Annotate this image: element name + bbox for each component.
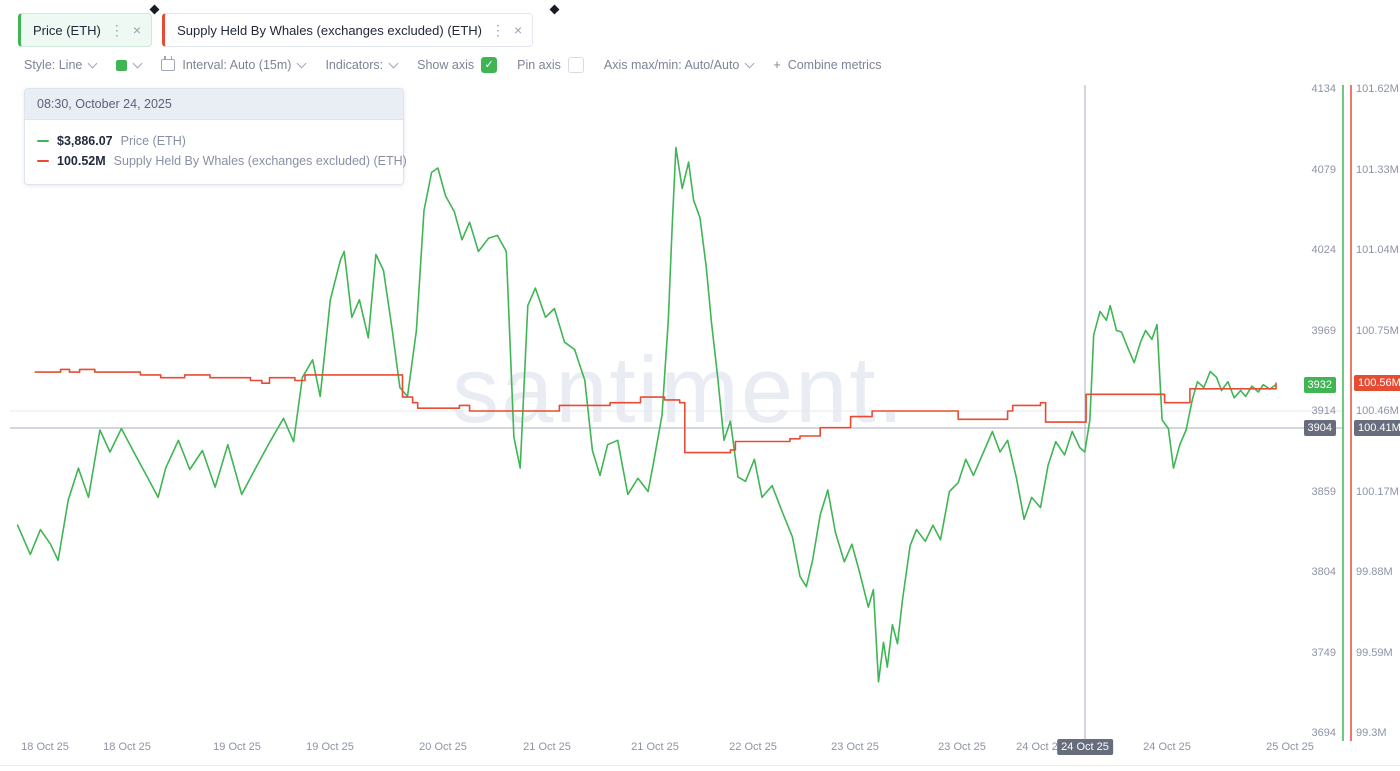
- chart-toolbar: Style: Line Interval: Auto (15m) Indicat…: [24, 56, 881, 73]
- indicators-dropdown[interactable]: Indicators:: [325, 58, 399, 72]
- tooltip-supply-label: Supply Held By Whales (exchanges exclude…: [113, 154, 407, 168]
- plus-icon: +: [773, 58, 781, 72]
- tab-menu-icon[interactable]: ⋮: [109, 22, 124, 38]
- check-icon: ✓: [484, 58, 494, 71]
- pin-axis-checkbox[interactable]: [567, 57, 584, 73]
- pin-axis-toggle[interactable]: Pin axis: [517, 57, 584, 73]
- style-dropdown[interactable]: Style: Line: [24, 58, 98, 72]
- tab-price-label: Price (ETH): [33, 22, 101, 38]
- bottom-divider: [0, 765, 1400, 766]
- tab-menu-icon[interactable]: ⋮: [491, 22, 505, 38]
- interval-icon: [161, 56, 176, 71]
- tooltip-price-label: Price (ETH): [120, 134, 186, 148]
- chevron-down-icon: [388, 58, 399, 68]
- chart-tooltip: 08:30, October 24, 2025 $3,886.07 Price …: [24, 88, 407, 185]
- combine-metrics-button[interactable]: + Combine metrics: [773, 58, 881, 72]
- tab-close-icon[interactable]: ×: [132, 22, 142, 38]
- interval-dropdown[interactable]: Interval: Auto (15m): [161, 56, 307, 72]
- supply-series-dash-icon: [37, 159, 49, 163]
- tab-supply-whales[interactable]: Supply Held By Whales (exchanges exclude…: [162, 13, 534, 47]
- pin-axis-label: Pin axis: [517, 58, 561, 72]
- chevron-down-icon: [87, 58, 98, 68]
- metric-tabs: Price (ETH) ⋮ × Supply Held By Whales (e…: [18, 13, 534, 47]
- watermark: santiment.: [452, 337, 906, 442]
- combine-metrics-label: Combine metrics: [787, 58, 882, 72]
- supply-line-series: [34, 368, 1277, 454]
- show-axis-label: Show axis: [417, 58, 475, 72]
- tab-supply-label: Supply Held By Whales (exchanges exclude…: [177, 22, 482, 38]
- color-swatch-dropdown[interactable]: [116, 58, 143, 71]
- axis-maxmin-dropdown[interactable]: Axis max/min: Auto/Auto: [603, 58, 755, 72]
- tooltip-price-value: $3,886.07: [57, 134, 113, 148]
- tab-price-eth[interactable]: Price (ETH) ⋮ ×: [18, 13, 153, 47]
- series-color-swatch[interactable]: [116, 59, 128, 71]
- interval-label: Interval: Auto (15m): [182, 58, 292, 72]
- tooltip-supply-value: 100.52M: [57, 154, 106, 168]
- chevron-down-icon: [744, 58, 755, 68]
- chevron-down-icon: [297, 58, 307, 68]
- tooltip-timestamp: 08:30, October 24, 2025: [25, 89, 403, 120]
- tooltip-row-price: $3,886.07 Price (ETH): [37, 134, 391, 148]
- tab-close-icon[interactable]: ×: [514, 22, 523, 38]
- price-line-series: [16, 146, 1277, 683]
- style-label: Style: Line: [24, 58, 83, 72]
- axis-maxmin-label: Axis max/min: Auto/Auto: [603, 58, 740, 72]
- show-axis-toggle[interactable]: Show axis ✓: [417, 57, 498, 73]
- chevron-down-icon: [132, 58, 143, 68]
- show-axis-checkbox[interactable]: ✓: [481, 57, 498, 73]
- price-series-dash-icon: [37, 139, 49, 143]
- tooltip-row-supply: 100.52M Supply Held By Whales (exchanges…: [37, 154, 407, 168]
- indicators-label: Indicators:: [325, 58, 384, 72]
